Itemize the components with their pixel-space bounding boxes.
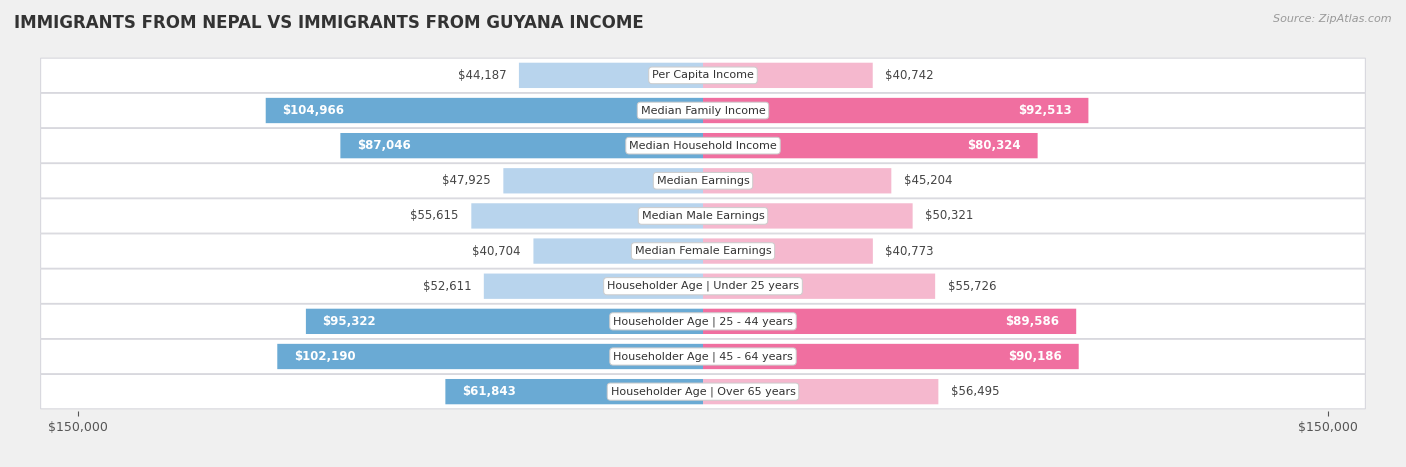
FancyBboxPatch shape [41, 93, 1365, 128]
Text: Median Earnings: Median Earnings [657, 176, 749, 186]
FancyBboxPatch shape [519, 63, 703, 88]
FancyBboxPatch shape [277, 344, 703, 369]
FancyBboxPatch shape [484, 274, 703, 299]
FancyBboxPatch shape [41, 199, 1365, 233]
FancyBboxPatch shape [703, 168, 891, 193]
FancyBboxPatch shape [340, 133, 703, 158]
FancyBboxPatch shape [446, 379, 703, 404]
Text: Median Female Earnings: Median Female Earnings [634, 246, 772, 256]
Text: $89,586: $89,586 [1005, 315, 1060, 328]
Text: $40,704: $40,704 [472, 245, 522, 258]
Text: $55,726: $55,726 [948, 280, 995, 293]
FancyBboxPatch shape [266, 98, 703, 123]
Text: $87,046: $87,046 [357, 139, 411, 152]
Text: $40,773: $40,773 [886, 245, 934, 258]
FancyBboxPatch shape [307, 309, 703, 334]
Text: $61,843: $61,843 [463, 385, 516, 398]
Text: Median Family Income: Median Family Income [641, 106, 765, 115]
Text: $80,324: $80,324 [967, 139, 1021, 152]
FancyBboxPatch shape [703, 274, 935, 299]
FancyBboxPatch shape [703, 379, 938, 404]
Text: Householder Age | Under 25 years: Householder Age | Under 25 years [607, 281, 799, 291]
FancyBboxPatch shape [41, 339, 1365, 374]
Text: $44,187: $44,187 [458, 69, 506, 82]
FancyBboxPatch shape [41, 375, 1365, 409]
FancyBboxPatch shape [703, 344, 1078, 369]
Text: Per Capita Income: Per Capita Income [652, 71, 754, 80]
FancyBboxPatch shape [41, 269, 1365, 304]
FancyBboxPatch shape [703, 203, 912, 228]
Text: Median Household Income: Median Household Income [628, 141, 778, 151]
Text: $92,513: $92,513 [1018, 104, 1071, 117]
Text: Householder Age | 45 - 64 years: Householder Age | 45 - 64 years [613, 351, 793, 362]
Text: $104,966: $104,966 [283, 104, 344, 117]
FancyBboxPatch shape [41, 234, 1365, 268]
FancyBboxPatch shape [471, 203, 703, 228]
Text: $45,204: $45,204 [904, 174, 952, 187]
FancyBboxPatch shape [703, 63, 873, 88]
Text: Median Male Earnings: Median Male Earnings [641, 211, 765, 221]
FancyBboxPatch shape [41, 304, 1365, 339]
Text: $56,495: $56,495 [950, 385, 1000, 398]
FancyBboxPatch shape [503, 168, 703, 193]
FancyBboxPatch shape [533, 239, 703, 264]
Text: $50,321: $50,321 [925, 209, 973, 222]
FancyBboxPatch shape [703, 309, 1076, 334]
Text: $102,190: $102,190 [294, 350, 356, 363]
FancyBboxPatch shape [41, 128, 1365, 163]
FancyBboxPatch shape [703, 239, 873, 264]
Text: Source: ZipAtlas.com: Source: ZipAtlas.com [1274, 14, 1392, 24]
FancyBboxPatch shape [41, 58, 1365, 92]
Text: Householder Age | Over 65 years: Householder Age | Over 65 years [610, 386, 796, 397]
Text: $95,322: $95,322 [322, 315, 377, 328]
FancyBboxPatch shape [41, 163, 1365, 198]
Text: $90,186: $90,186 [1008, 350, 1062, 363]
Text: Householder Age | 25 - 44 years: Householder Age | 25 - 44 years [613, 316, 793, 326]
Text: $47,925: $47,925 [443, 174, 491, 187]
FancyBboxPatch shape [703, 133, 1038, 158]
Text: IMMIGRANTS FROM NEPAL VS IMMIGRANTS FROM GUYANA INCOME: IMMIGRANTS FROM NEPAL VS IMMIGRANTS FROM… [14, 14, 644, 32]
FancyBboxPatch shape [703, 98, 1088, 123]
Text: $40,742: $40,742 [886, 69, 934, 82]
Text: $52,611: $52,611 [423, 280, 471, 293]
Text: $55,615: $55,615 [411, 209, 458, 222]
